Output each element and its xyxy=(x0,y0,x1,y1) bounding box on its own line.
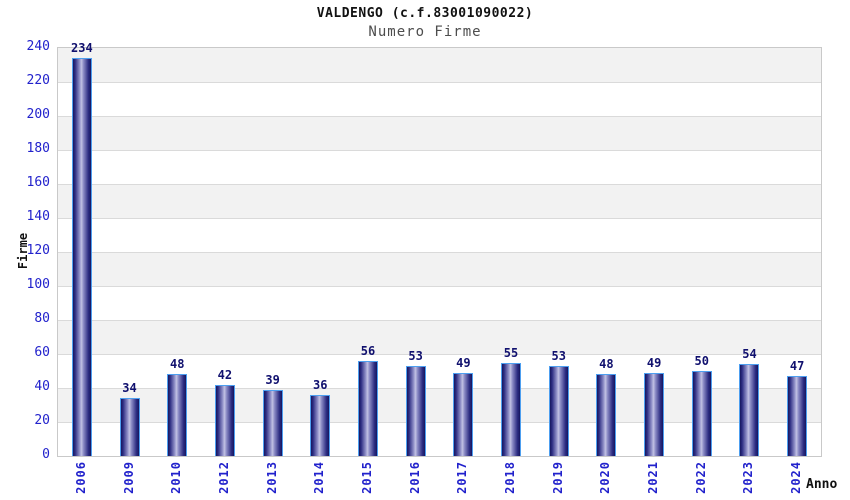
bar xyxy=(71,58,92,456)
gridline xyxy=(58,218,821,219)
x-tick-label: 2023 xyxy=(741,461,756,494)
bar xyxy=(691,371,712,456)
x-tick-label: 2017 xyxy=(455,461,470,494)
bar-value-label: 56 xyxy=(360,343,376,358)
bar-value-label: 48 xyxy=(169,357,185,372)
bar xyxy=(310,394,331,456)
y-axis-ticks: 0 20 40 60 80 100 120 140 160 180 200 220 240 xyxy=(0,0,50,500)
chart-title: VALDENGO (c.f.83001090022) xyxy=(316,6,534,21)
bar xyxy=(739,364,760,456)
x-tick-label: 2020 xyxy=(598,461,613,494)
bar xyxy=(787,376,808,456)
y-tick-label: 80 xyxy=(34,311,50,326)
x-tick-label: 2009 xyxy=(121,461,136,494)
y-tick-label: 100 xyxy=(26,277,50,292)
bar-value-label: 49 xyxy=(456,355,471,370)
bar xyxy=(453,372,474,456)
bar-value-label: 53 xyxy=(408,348,423,363)
y-tick-label: 60 xyxy=(34,345,50,360)
y-tick-label: 40 xyxy=(34,379,50,394)
y-tick-label: 240 xyxy=(26,39,50,54)
x-tick-label: 2016 xyxy=(407,461,422,494)
bar xyxy=(119,398,140,456)
x-tick-label: 2024 xyxy=(789,461,804,494)
bar-value-label: 54 xyxy=(742,347,757,362)
gridline xyxy=(58,422,821,423)
x-tick-label: 2013 xyxy=(264,461,279,494)
bar-value-label: 234 xyxy=(71,41,93,56)
gridline xyxy=(58,82,821,83)
bar-value-label: 55 xyxy=(503,345,519,360)
bar xyxy=(548,365,569,456)
bar xyxy=(214,384,235,456)
y-tick-label: 0 xyxy=(42,447,50,462)
gridline xyxy=(58,116,821,117)
x-tick-label: 2022 xyxy=(693,461,708,494)
gridline xyxy=(58,320,821,321)
bar-value-label: 48 xyxy=(599,357,614,372)
x-tick-label: 2012 xyxy=(216,461,231,494)
bar xyxy=(644,372,665,456)
gridline xyxy=(58,388,821,389)
y-tick-label: 200 xyxy=(26,107,50,122)
chart-subtitle: Numero Firme xyxy=(368,24,482,40)
gridline xyxy=(58,184,821,185)
bar-value-label: 47 xyxy=(789,359,805,374)
bar-value-label: 50 xyxy=(694,354,709,368)
y-tick-label: 120 xyxy=(26,243,50,258)
bar xyxy=(262,389,283,456)
x-axis-ticks: 2006 2009 2010 2012 2013 2014 2015 2016 2017 2018… xyxy=(0,461,850,499)
x-tick-label: 2010 xyxy=(169,461,184,494)
bar xyxy=(357,360,378,456)
bar xyxy=(167,374,188,456)
gridline xyxy=(58,354,821,355)
plot-area: 234 34 48 42 39 36 56 53 49 55 53 48 49 50 54 47 xyxy=(57,42,822,457)
y-tick-label: 220 xyxy=(26,73,50,88)
x-tick-label: 2018 xyxy=(503,461,518,494)
x-tick-label: 2021 xyxy=(646,461,661,494)
bar-value-label: 34 xyxy=(122,381,137,396)
y-tick-label: 180 xyxy=(26,141,50,156)
y-tick-label: 160 xyxy=(26,175,50,190)
gridline xyxy=(58,150,821,151)
x-axis-label: Anno xyxy=(806,477,838,492)
bar xyxy=(405,365,426,456)
bar-value-label: 49 xyxy=(646,355,662,370)
bar-value-label: 42 xyxy=(217,367,233,382)
bar-value-label: 39 xyxy=(265,372,280,387)
gridline xyxy=(58,252,821,253)
x-tick-label: 2014 xyxy=(312,461,327,494)
x-tick-label: 2015 xyxy=(359,461,374,494)
bar-value-label: 36 xyxy=(313,377,328,392)
x-tick-label: 2019 xyxy=(550,461,565,494)
bar xyxy=(596,374,617,456)
x-tick-label: 2006 xyxy=(73,461,88,494)
bar-value-label: 53 xyxy=(551,348,566,363)
y-tick-label: 20 xyxy=(34,413,50,428)
bar xyxy=(501,362,522,456)
gridline xyxy=(58,286,821,287)
y-tick-label: 140 xyxy=(26,209,50,224)
